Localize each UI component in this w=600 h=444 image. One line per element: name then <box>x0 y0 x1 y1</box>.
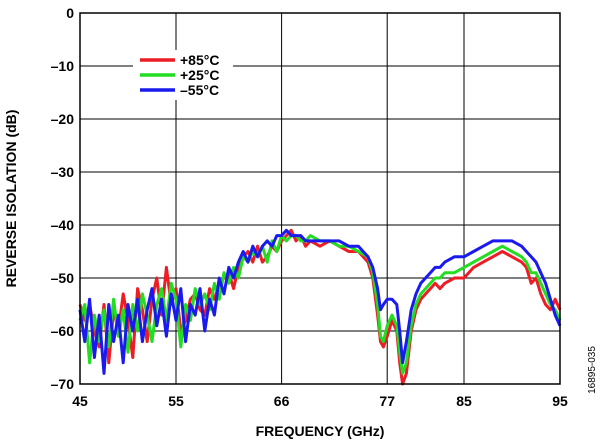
y-tick-label: –10 <box>51 58 75 74</box>
y-tick-label: –30 <box>51 164 75 180</box>
legend-label: +85°C <box>180 52 219 68</box>
y-tick-label: 0 <box>66 5 74 21</box>
x-axis-ticks: 45 55 66 77 85 95 <box>72 393 568 409</box>
y-tick-label: –50 <box>51 270 75 286</box>
y-axis-label: REVERSE ISOLATION (dB) <box>3 110 19 288</box>
y-tick-label: –60 <box>51 323 75 339</box>
figure-id: 16895-035 <box>587 346 598 394</box>
x-tick-label: 77 <box>379 393 395 409</box>
x-tick-label: 55 <box>168 393 184 409</box>
y-tick-label: –20 <box>51 111 75 127</box>
x-axis-label: FREQUENCY (GHz) <box>256 423 385 439</box>
series-layer <box>78 228 562 386</box>
plot-frame <box>79 12 561 385</box>
series-line <box>78 228 562 375</box>
legend: +85°C+25°C–55°C <box>133 50 233 100</box>
series-line <box>78 228 562 386</box>
x-tick-label: 45 <box>72 393 88 409</box>
legend-label: –55°C <box>180 82 219 98</box>
x-tick-label: 95 <box>552 393 568 409</box>
y-axis-ticks: 0 –10 –20 –30 –40 –50 –60 –70 <box>51 5 75 392</box>
y-tick-label: –70 <box>51 376 75 392</box>
legend-label: +25°C <box>180 67 219 83</box>
x-tick-label: 85 <box>456 393 472 409</box>
y-tick-label: –40 <box>51 217 75 233</box>
x-tick-label: 66 <box>274 393 290 409</box>
